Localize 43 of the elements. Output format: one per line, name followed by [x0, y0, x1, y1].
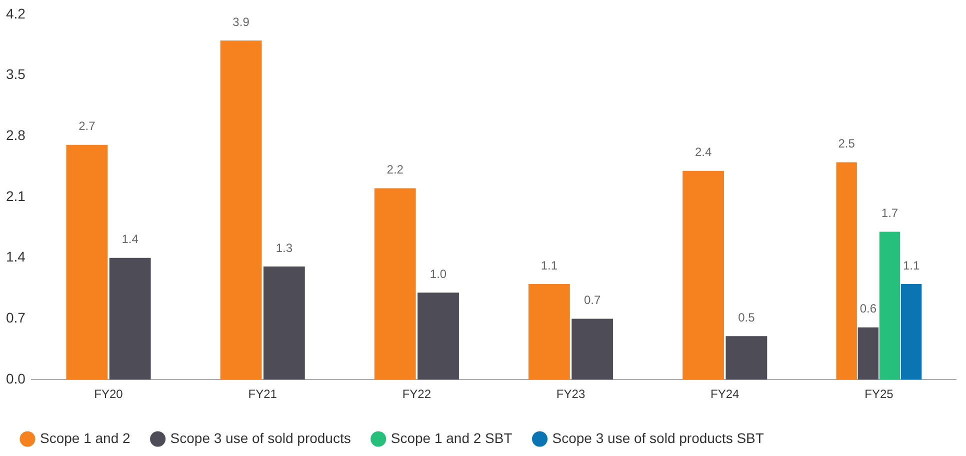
bar [66, 144, 108, 380]
x-tick-label: FY23 [556, 387, 586, 402]
bar [528, 284, 570, 380]
x-tick-label: FY24 [710, 387, 740, 402]
x-tick-label: FY25 [864, 387, 894, 402]
data-label: 1.1 [540, 258, 558, 272]
bar [572, 318, 614, 380]
data-label: 1.3 [276, 240, 293, 255]
legend-label: Scope 3 use of sold products SBT [552, 430, 764, 446]
data-label: 0.7 [584, 293, 602, 308]
data-label: 2.4 [694, 145, 712, 160]
data-label: 3.9 [232, 14, 250, 29]
legend-label: Scope 3 use of sold products [170, 430, 351, 446]
data-label: 1.4 [122, 232, 139, 246]
data-label: 1.1 [902, 258, 920, 272]
y-tick-label: 0.7 [6, 310, 26, 326]
data-label: 0.5 [738, 310, 756, 324]
bar [109, 258, 151, 380]
bar [879, 232, 900, 380]
bar [220, 40, 262, 380]
bar [900, 284, 922, 380]
bar [374, 188, 416, 380]
data-label: 1.0 [430, 266, 447, 281]
bar [263, 266, 305, 380]
legend-label: Scope 1 and 2 SBT [390, 430, 513, 446]
x-tick-label: FY20 [94, 387, 124, 402]
y-tick-label: 2.8 [6, 126, 26, 143]
bar [418, 292, 459, 380]
y-tick-label: 3.5 [6, 66, 26, 82]
y-tick-label: 0.0 [6, 370, 26, 386]
legend-label: Scope 1 and 2 [40, 430, 131, 446]
data-label: 2.5 [838, 136, 856, 151]
data-label: 1.7 [881, 206, 898, 220]
y-tick-label: 1.4 [6, 248, 26, 265]
data-label: 2.2 [386, 162, 404, 177]
data-label: 0.6 [860, 302, 877, 316]
data-label: 2.7 [78, 119, 96, 134]
y-tick-label: 4.2 [6, 5, 26, 22]
x-tick-label: FY21 [248, 387, 278, 402]
bar [682, 170, 724, 380]
y-tick-label: 2.1 [6, 188, 26, 204]
x-tick-label: FY22 [402, 387, 432, 402]
bar [726, 336, 768, 380]
